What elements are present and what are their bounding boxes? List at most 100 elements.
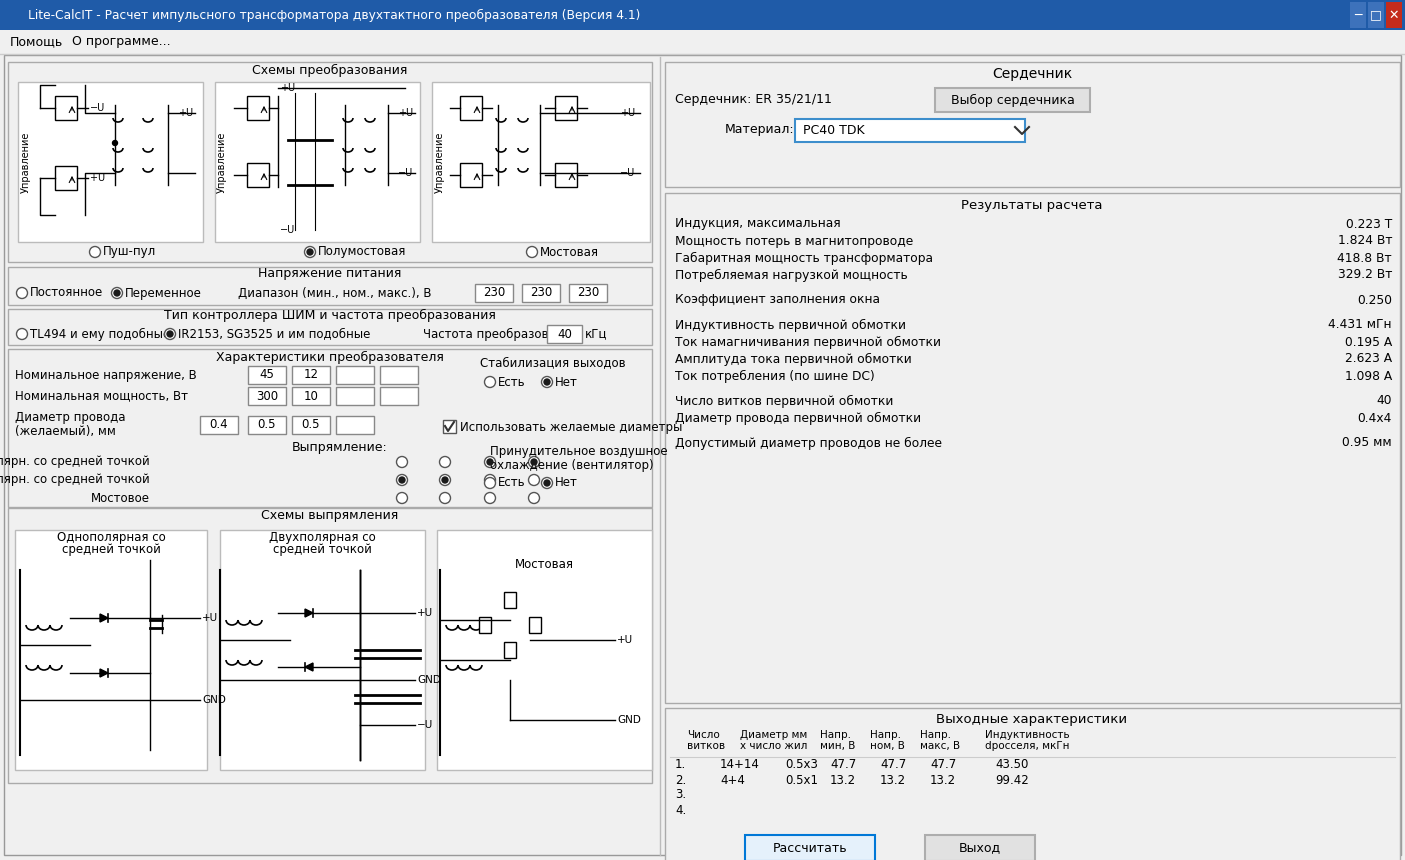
Text: GND: GND [417,675,441,685]
Text: витков: витков [687,741,725,751]
Text: 2.623 А: 2.623 А [1345,353,1392,366]
Bar [0,30,1405,54]
Text: 99.42: 99.42 [995,773,1028,787]
Bar [459,163,482,187]
Text: Стабилизация выходов: Стабилизация выходов [481,357,625,370]
Text: 1.098 А: 1.098 А [1345,370,1392,383]
Text: 0.5x3: 0.5x3 [785,759,818,771]
Text: Напряжение питания: Напряжение питания [259,267,402,280]
Text: Характеристики преобразователя: Характеристики преобразователя [216,351,444,364]
Text: 40: 40 [556,328,572,341]
Bar [200,416,237,434]
Circle shape [443,477,448,483]
Text: Мостовая: Мостовая [514,558,573,572]
Text: GND: GND [617,715,641,725]
Text: +U: +U [280,83,295,93]
Text: Нет: Нет [555,476,577,489]
Text: 0.4: 0.4 [209,419,228,432]
Text: Выбор сердечника: Выбор сердечника [951,94,1075,107]
Text: мин, В: мин, В [821,741,856,751]
Text: Есть: Есть [497,476,525,489]
Text: Номинальное напряжение, В: Номинальное напряжение, В [15,368,197,382]
Circle shape [167,331,173,337]
Text: 45: 45 [260,368,274,382]
Circle shape [528,493,540,503]
Bar [0,0,1405,30]
Text: Рассчитать: Рассчитать [773,841,847,855]
Text: Амплитуда тока первичной обмотки: Амплитуда тока первичной обмотки [674,353,912,366]
Text: −U: −U [398,168,413,178]
Text: Номинальная мощность, Вт: Номинальная мощность, Вт [15,390,188,402]
Text: средней точкой: средней точкой [273,544,371,556]
Text: охлаждение (вентилятор): охлаждение (вентилятор) [490,458,653,471]
Circle shape [17,329,28,340]
Text: Выходные характеристики: Выходные характеристики [937,714,1128,727]
Text: +U: +U [617,635,634,645]
Bar [15,530,207,770]
Text: □: □ [1370,9,1383,22]
Circle shape [485,477,496,488]
Bar [8,309,652,345]
Text: (желаемый), мм: (желаемый), мм [15,426,115,439]
Text: 13.2: 13.2 [880,773,906,787]
Text: средней точкой: средней точкой [62,544,160,556]
Text: Индуктивность: Индуктивность [985,730,1069,740]
Circle shape [399,477,405,483]
Text: 1.: 1. [674,759,686,771]
Text: Управление: Управление [436,132,445,193]
Text: ✕: ✕ [1388,9,1399,22]
Bar [55,166,77,190]
Text: 0.5: 0.5 [302,419,320,432]
Bar [437,530,652,770]
Text: Мостовое: Мостовое [91,492,150,505]
Bar [665,708,1399,860]
Bar [547,325,582,343]
Text: 40: 40 [1377,395,1392,408]
Text: 230: 230 [530,286,552,299]
Circle shape [528,475,540,486]
Text: Помощь: Помощь [10,35,63,48]
Text: Сердечник: ER 35/21/11: Сердечник: ER 35/21/11 [674,94,832,107]
Text: Однополярн. со средней точкой: Однополярн. со средней точкой [0,456,150,469]
Text: Индуктивность первичной обмотки: Индуктивность первичной обмотки [674,318,906,332]
Text: Мощность потерь в магнитопроводе: Мощность потерь в магнитопроводе [674,235,913,248]
Text: dросселя, мкГн: dросселя, мкГн [985,741,1069,751]
Polygon shape [305,663,313,671]
Text: Диаметр провода первичной обмотки: Диаметр провода первичной обмотки [674,411,922,425]
Text: 418.8 Вт: 418.8 Вт [1338,251,1392,265]
Circle shape [544,379,549,385]
Text: Сердечник: Сердечник [992,67,1072,81]
Bar [249,366,287,384]
Bar [479,617,490,633]
Bar [247,163,268,187]
Bar [555,163,577,187]
Text: 12: 12 [303,368,319,382]
Bar [665,62,1399,187]
Circle shape [541,377,552,388]
Text: 13.2: 13.2 [930,773,957,787]
Circle shape [488,459,493,465]
Text: +U: +U [417,608,433,618]
Circle shape [396,457,407,468]
Text: Напр.: Напр. [920,730,951,740]
Bar [555,96,577,120]
Text: 0.5x1: 0.5x1 [785,773,818,787]
Bar [215,82,420,242]
Bar [8,62,652,262]
Text: Число витков первичной обмотки: Число витков первичной обмотки [674,395,894,408]
Text: Управление: Управление [21,132,31,193]
Text: 0.5: 0.5 [257,419,277,432]
Text: Результаты расчета: Результаты расчета [961,199,1103,212]
Bar [1350,2,1366,28]
Bar [379,387,419,405]
Text: Потребляемая нагрузкой мощность: Потребляемая нагрузкой мощность [674,268,908,281]
Text: +U: +U [620,108,635,118]
Bar [292,416,330,434]
Circle shape [440,457,451,468]
Text: 47.7: 47.7 [930,759,957,771]
Bar [504,592,516,608]
Bar [379,366,419,384]
Bar [665,193,1399,703]
Text: Число: Число [687,730,719,740]
Circle shape [112,140,118,145]
